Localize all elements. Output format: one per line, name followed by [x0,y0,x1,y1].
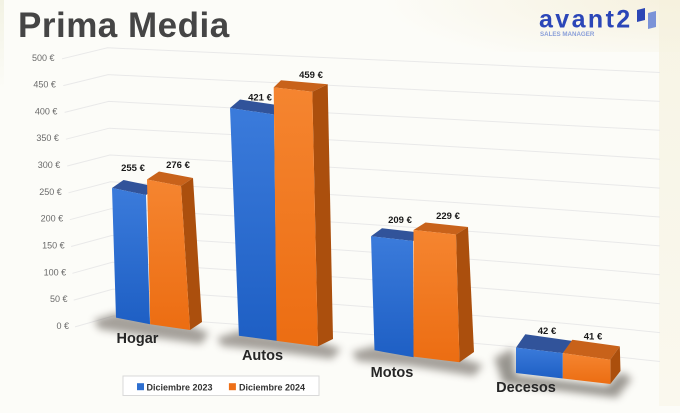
svg-text:400 €: 400 € [35,106,58,116]
svg-text:459 €: 459 € [299,70,323,81]
svg-text:50 €: 50 € [50,294,68,304]
svg-text:229 €: 229 € [436,211,460,222]
svg-text:Diciembre 2023: Diciembre 2023 [147,382,213,392]
svg-text:250 €: 250 € [39,187,62,197]
svg-text:350 €: 350 € [36,133,59,143]
svg-text:42 €: 42 € [538,326,557,337]
svg-text:Motos: Motos [371,365,414,381]
svg-text:avant2: avant2 [539,6,633,34]
svg-text:SALES MANAGER: SALES MANAGER [540,31,595,38]
svg-text:100 €: 100 € [44,267,67,277]
svg-text:209 €: 209 € [388,215,412,226]
svg-text:Hogar: Hogar [117,331,159,347]
svg-text:0 €: 0 € [56,321,69,331]
svg-text:Diciembre 2024: Diciembre 2024 [239,382,305,392]
svg-text:255 €: 255 € [121,163,145,174]
svg-text:450 €: 450 € [33,80,56,90]
svg-text:300 €: 300 € [38,160,61,170]
svg-text:Decesos: Decesos [496,380,556,396]
svg-text:500 €: 500 € [32,53,55,63]
svg-text:41 €: 41 € [584,332,603,343]
svg-text:421 €: 421 € [248,93,272,104]
svg-text:150 €: 150 € [42,241,65,251]
svg-text:Autos: Autos [242,348,283,364]
svg-text:276 €: 276 € [166,160,190,171]
svg-text:200 €: 200 € [41,214,64,224]
